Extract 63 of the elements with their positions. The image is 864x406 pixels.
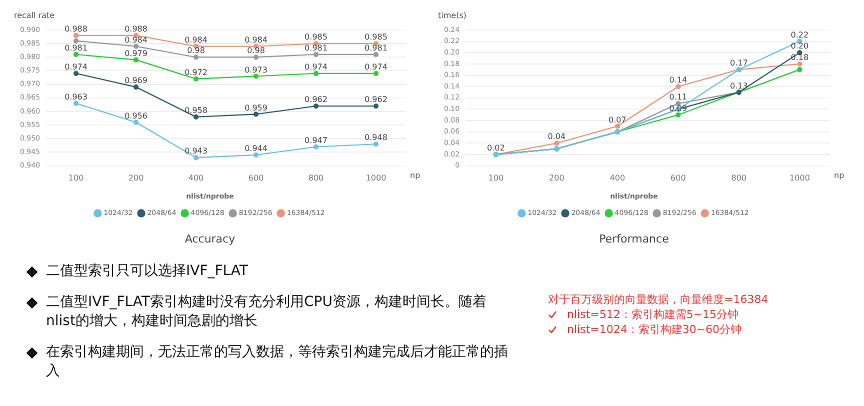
data-label: 0.14: [669, 76, 688, 85]
data-label: 0.943: [184, 146, 208, 156]
data-label: 0.98: [247, 46, 265, 56]
data-label: 0.985: [304, 32, 328, 42]
data-label: 0.956: [124, 111, 148, 120]
data-label: 0.944: [244, 144, 268, 154]
x-tick-label: 1000: [366, 174, 386, 183]
data-label: 0.979: [124, 48, 148, 58]
data-label: 0.02: [487, 144, 505, 153]
text: Performance: [599, 232, 670, 246]
text: 二值型IVF_FLAT索引构建时没有充分利用CPU资源，构建时间长。随着nlist的增大，构建时间急剧的增长: [46, 293, 488, 331]
x-tick-label: 200: [128, 174, 144, 183]
x-tick-label: 800: [308, 174, 324, 183]
data-label: 0.98: [187, 46, 205, 56]
data-label: 0.962: [304, 95, 328, 104]
data-label: 0.959: [244, 103, 268, 112]
x-tick-label: 1000: [789, 174, 810, 183]
data-label: 0.984: [184, 35, 208, 44]
x-tick-label: 400: [188, 174, 204, 183]
data-label: 0.974: [64, 62, 88, 72]
data-label: 0.07: [608, 115, 626, 124]
data-label: 0.947: [304, 136, 328, 145]
data-label: 0.04: [548, 132, 566, 142]
x-tick-label: 600: [670, 174, 686, 183]
text: 对于百万级别的向量数据，向量维度=16384: [548, 292, 770, 307]
data-label: 0.958: [184, 106, 208, 115]
data-label: 0.20: [790, 42, 809, 51]
x-axis-title: np: [834, 170, 844, 180]
data-label: 0.22: [790, 30, 809, 40]
data-label: 0.981: [364, 44, 388, 53]
data-label: 0.988: [124, 24, 148, 34]
data-label: 0.963: [64, 92, 88, 102]
x-tick-label: 200: [549, 174, 564, 183]
data-label: 0.973: [244, 65, 268, 74]
text: 在索引构建期间，无法正常的写入数据，等待索引构建完成后才能正常的插入: [46, 343, 508, 381]
x-tick-label: 100: [68, 174, 84, 183]
data-label: 0.974: [364, 62, 388, 72]
text: 二值型索引只可以选择IVF_FLAT: [46, 262, 248, 281]
data-label: 0.981: [304, 44, 328, 53]
data-label: 0.11: [669, 92, 688, 102]
data-label: 0.969: [124, 76, 148, 86]
data-label: 0.981: [64, 44, 88, 53]
y-axis-title: recall rate: [14, 11, 55, 20]
data-label: 0.988: [64, 24, 88, 34]
x-tick-label: 800: [731, 174, 747, 183]
x-tick-label: 100: [488, 174, 504, 183]
data-label: 0.13: [730, 81, 748, 90]
text: nlist=512：索引构建需5~15分钟: [567, 307, 739, 322]
y-axis-title: time(s): [438, 11, 466, 20]
data-label: 0.985: [364, 32, 388, 42]
data-label: 0.974: [304, 62, 328, 72]
text: nlist=1024：索引构建30~60分钟: [567, 322, 742, 337]
x-tick-label: 600: [248, 174, 264, 183]
data-label: 0.984: [244, 35, 268, 44]
data-label: 0.962: [364, 95, 388, 104]
data-label: 0.17: [730, 58, 748, 68]
data-label: 0.948: [364, 133, 388, 142]
text: Accuracy: [184, 232, 236, 246]
data-label: 0.972: [184, 68, 208, 77]
data-label: 0.984: [124, 35, 148, 44]
x-tick-label: 400: [610, 174, 626, 183]
x-axis-title: np: [410, 170, 420, 180]
data-label: 0.18: [790, 53, 809, 62]
